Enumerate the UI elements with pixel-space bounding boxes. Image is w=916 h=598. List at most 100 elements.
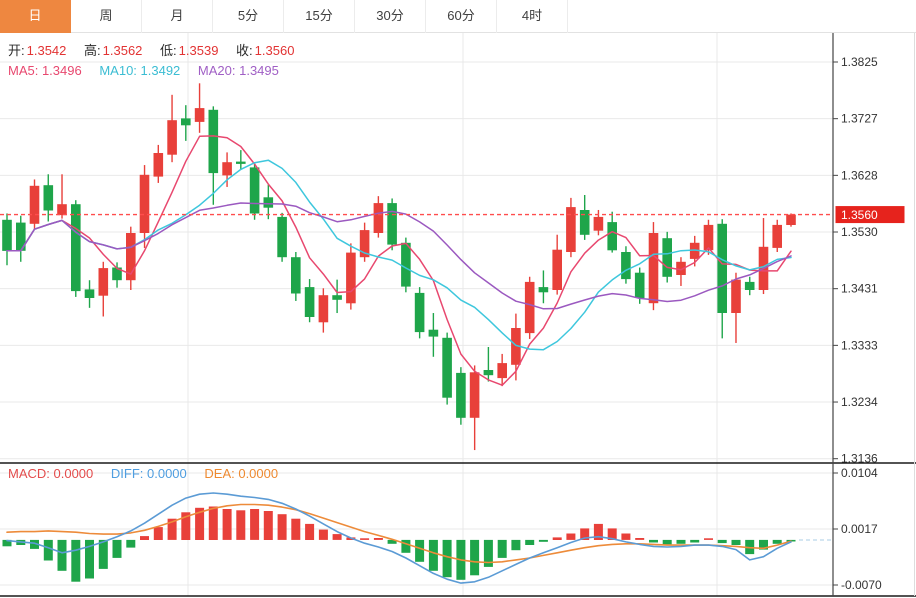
macd-histogram-bar xyxy=(153,527,163,540)
open-value: 1.3542 xyxy=(26,43,67,58)
candle-down xyxy=(71,204,81,292)
candle-up xyxy=(648,233,659,304)
candle-up xyxy=(57,204,67,216)
candle-up xyxy=(469,372,480,418)
macd-histogram-bar xyxy=(373,538,383,540)
tab-5min[interactable]: 5分 xyxy=(213,0,284,33)
candle-down xyxy=(291,257,301,294)
candle-down xyxy=(634,272,645,298)
candle-down xyxy=(456,372,466,418)
ma10-value: MA10: 1.3492 xyxy=(99,63,181,78)
candle-up xyxy=(318,295,329,323)
ma-legend: MA5: 1.3496 MA10: 1.3492 MA20: 1.3495 xyxy=(8,63,281,78)
macd-histogram-bar xyxy=(208,506,218,540)
ma20-value: MA20: 1.3495 xyxy=(197,63,279,78)
candle-up xyxy=(676,261,686,275)
macd-histogram-bar xyxy=(360,538,370,540)
macd-histogram-bar xyxy=(470,539,480,576)
macd-histogram-bar xyxy=(607,528,617,540)
macd-histogram-bar xyxy=(580,528,590,540)
candle-down xyxy=(236,161,246,164)
tab-15min[interactable]: 15分 xyxy=(284,0,355,33)
candle-down xyxy=(414,292,425,333)
macd-legend: MACD: 0.0000 DIFF: 0.0000 DEA: 0.0000 xyxy=(8,466,280,481)
macd-histogram-bar xyxy=(662,539,672,545)
candle-up xyxy=(346,252,356,304)
ma5-value: MA5: 1.3496 xyxy=(8,63,82,78)
candle-up xyxy=(497,363,507,379)
candle-down xyxy=(442,337,452,398)
candle-down xyxy=(304,287,315,317)
macd-histogram-bar xyxy=(717,539,727,544)
candle-down xyxy=(208,109,219,174)
candle-up xyxy=(524,281,535,334)
tab-30min[interactable]: 30分 xyxy=(355,0,426,33)
macd-histogram-bar xyxy=(250,509,260,540)
tab-4hour[interactable]: 4时 xyxy=(497,0,568,33)
close-value: 1.3560 xyxy=(254,43,295,58)
macd-histogram-bar xyxy=(621,533,631,540)
tab-day[interactable]: 日 xyxy=(0,0,71,33)
price-axis-tick-label: 1.3727 xyxy=(841,112,878,126)
candle-down xyxy=(621,252,631,280)
macd-histogram-bar xyxy=(112,539,122,558)
macd-histogram-bar xyxy=(525,539,535,545)
macd-histogram-bar xyxy=(181,512,191,540)
ohlc-legend: 开: 1.3542 高: 1.3562 低: 1.3539 收: 1.3560 xyxy=(8,40,296,59)
macd-axis-tick-label: 0.0104 xyxy=(841,466,878,480)
macd-histogram-bar xyxy=(552,537,562,540)
high-value: 1.3562 xyxy=(102,43,143,58)
macd-histogram-bar xyxy=(566,533,576,540)
macd-histogram-bar xyxy=(30,539,39,549)
candle-down xyxy=(249,167,260,214)
candle-down xyxy=(428,329,439,337)
price-axis-tick-label: 1.3825 xyxy=(841,55,878,69)
candle-up xyxy=(126,233,136,281)
diff-line xyxy=(6,492,792,584)
macd-histogram-bar xyxy=(511,539,521,551)
macd-histogram-bar xyxy=(415,539,425,562)
timeframe-tabbar: 日 周 月 5分 15分 30分 60分 4时 xyxy=(0,0,916,33)
low-value: 1.3539 xyxy=(178,43,219,58)
macd-histogram-bar xyxy=(43,539,53,561)
candle-up xyxy=(552,249,562,290)
tab-week[interactable]: 周 xyxy=(71,0,142,33)
candle-up xyxy=(167,120,177,155)
open-label: 开: xyxy=(8,43,25,58)
candle-down xyxy=(662,238,672,277)
macd-histogram-bar xyxy=(167,518,177,540)
candle-down xyxy=(387,203,397,245)
macd-histogram-bar xyxy=(635,538,645,540)
ma10-line xyxy=(6,159,792,351)
macd-histogram-bar xyxy=(195,507,205,540)
candle-down xyxy=(483,370,494,376)
macd-histogram-bar xyxy=(759,539,768,550)
candle-up xyxy=(772,224,782,248)
candle-down xyxy=(43,185,54,211)
candle-down xyxy=(277,216,287,258)
macd-histogram-bar xyxy=(690,539,700,543)
tab-month[interactable]: 月 xyxy=(142,0,213,33)
candle-down xyxy=(263,197,274,208)
macd-histogram-bar xyxy=(277,514,287,540)
close-label: 收: xyxy=(236,43,253,58)
candle-up xyxy=(786,214,796,225)
candle-up xyxy=(373,203,384,233)
last-price-badge-label: 1.3560 xyxy=(841,208,878,222)
macd-histogram-bar xyxy=(126,539,136,548)
tab-60min[interactable]: 60分 xyxy=(426,0,497,33)
macd-histogram-bar xyxy=(428,539,438,571)
price-axis-tick-label: 1.3333 xyxy=(841,338,878,352)
macd-histogram-bar xyxy=(332,534,342,540)
macd-histogram-bar xyxy=(483,539,493,567)
dea-line xyxy=(6,503,792,564)
candle-up xyxy=(153,153,164,177)
candle-up xyxy=(593,216,604,231)
candle-up xyxy=(511,328,521,365)
candle-up xyxy=(359,230,370,258)
macd-histogram-bar xyxy=(772,539,782,544)
macd-histogram-bar xyxy=(387,539,397,544)
macd-histogram-bar xyxy=(305,523,315,540)
